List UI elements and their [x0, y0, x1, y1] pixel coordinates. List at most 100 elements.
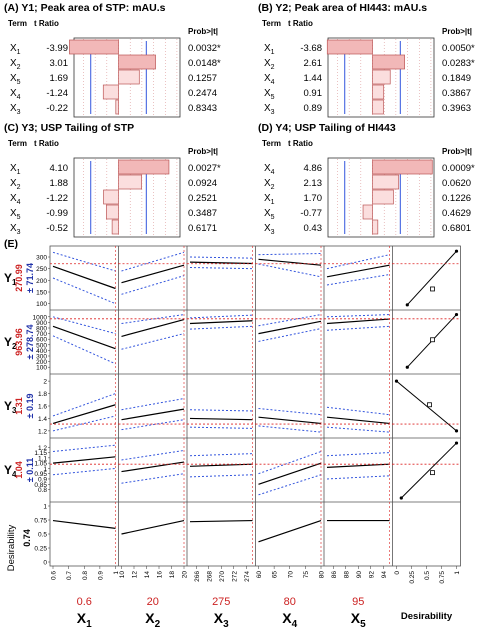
panel-b-col-term: Term [262, 19, 281, 28]
panel-c-bar-4 [111, 219, 119, 235]
y-tick-label: 200 [36, 359, 47, 366]
factor-setting-x1: 0.6 [77, 596, 92, 608]
prediction-trace [258, 519, 322, 543]
panel-b-bar-frame [327, 37, 435, 118]
y-tick-label: 600 [36, 337, 47, 344]
panel-b-tratio-3: 0.91 [304, 88, 323, 99]
desirability-function-line [396, 380, 457, 432]
panel-a-term-1: X2 [10, 58, 21, 71]
panel-b-prob-4: 0.3963 [442, 103, 471, 114]
panel-a-prob-3: 0.2474 [188, 88, 217, 99]
desirability-endpoint [454, 441, 459, 445]
y-tick-label: 1 [43, 466, 47, 473]
panel-e-title: (E) [4, 238, 18, 250]
response-label-desirability: Desirability [6, 525, 17, 572]
ci-upper-line [326, 406, 390, 416]
prediction-trace [189, 417, 253, 421]
panel-b-term-0: X1 [264, 43, 275, 56]
ci-upper-line [189, 314, 253, 319]
ci-lower-line [189, 426, 253, 429]
x-tick-label: 0.7 [66, 571, 73, 580]
prediction-trace [52, 404, 116, 424]
panel-c-col-prob: Prob>|t| [188, 147, 218, 156]
ci-upper-line [326, 452, 390, 457]
response-label-y2: Y2 [4, 335, 17, 351]
prediction-trace [52, 265, 116, 290]
panel-b-bar-1 [372, 54, 405, 70]
panel-b-prob-2: 0.1849 [442, 73, 471, 84]
x-tick-label: 0.8 [82, 571, 89, 580]
ci-lower-line [189, 267, 253, 270]
panel-c-term-3: X5 [10, 208, 21, 221]
desirability-marker [427, 402, 432, 408]
panel-a-bar-2 [118, 69, 140, 85]
ci-upper-line [52, 444, 116, 453]
panel-c-prob-1: 0.0924 [188, 178, 217, 189]
y-tick-label: 0.8 [38, 487, 47, 494]
prediction-trace [326, 264, 390, 278]
response-ci-y1: ± 71.74 [25, 263, 35, 293]
y-tick-label: 1000 [33, 314, 48, 321]
panel-a-bar-1 [118, 54, 156, 70]
panel-b-tratio-1: 2.61 [304, 58, 323, 69]
panel-c-prob-3: 0.3487 [188, 208, 217, 219]
panel-d-term-1: X2 [264, 178, 275, 191]
ci-lower-line [326, 475, 390, 480]
factor-label-x5: X5 [351, 610, 366, 630]
desirability-marker [430, 337, 435, 343]
panel-a-tratio-2: 1.69 [50, 73, 69, 84]
x-tick-label: 0 [394, 571, 401, 575]
y-tick-label: 250 [36, 266, 47, 273]
panel-d-bar-4 [372, 219, 379, 235]
prediction-trace [189, 320, 253, 325]
panel-d-bar-3 [362, 204, 373, 220]
ci-lower-line [326, 274, 390, 286]
y-tick-label: 1.6 [38, 404, 47, 411]
panel-c-bar-3 [105, 204, 119, 220]
panel-b-tratio-0: -3.68 [300, 43, 322, 54]
panel-d-title: (D) Y4; USP Tailing of HI443 [258, 122, 396, 134]
ci-upper-line [52, 393, 116, 417]
x-tick-label: 65 [272, 571, 279, 579]
panel-d-term-0: X4 [264, 163, 275, 176]
desirability-endpoint [454, 249, 459, 253]
x-tick-label: 16 [157, 571, 164, 579]
y-tick-label: 200 [36, 278, 47, 285]
panel-b-bar-2 [372, 69, 391, 85]
y-tick-label: 1 [43, 504, 47, 511]
panel-b-prob-0: 0.0050* [442, 43, 475, 54]
x-tick-label: 0.6 [51, 571, 58, 580]
ci-lower-line [258, 328, 322, 342]
desirability-endpoint [405, 365, 409, 369]
panel-b-title-text: Y2; Peak area of HI443: mAU.s [275, 2, 428, 14]
y-tick-label: 500 [36, 342, 47, 349]
response-value-y2: 963.96 [14, 328, 24, 356]
y-tick-label: 900 [36, 320, 47, 327]
panel-b-col-prob: Prob>|t| [442, 27, 472, 36]
desirability-endpoint [394, 379, 399, 383]
ci-lower-line [52, 335, 116, 365]
ci-lower-line [258, 425, 322, 433]
x-tick-label: 92 [368, 571, 375, 579]
panel-d-term-2: X1 [264, 193, 275, 206]
response-label-y4: Y4 [4, 463, 17, 479]
y-tick-label: 800 [36, 326, 47, 333]
desirability-axis-label: Desirability [401, 611, 453, 622]
panel-c-term-1: X2 [10, 178, 21, 191]
x-tick-label: 10 [119, 571, 126, 579]
panel-b-term-3: X5 [264, 88, 275, 101]
prediction-trace [258, 258, 322, 266]
panel-a-term-4: X3 [10, 103, 21, 116]
panel-d-tratio-3: -0.77 [300, 208, 322, 219]
prediction-trace [258, 462, 322, 485]
panel-d-term-4: X3 [264, 223, 275, 236]
x-tick-label: 12 [132, 571, 139, 579]
panel-c-tratio-0: 4.10 [50, 163, 69, 174]
response-ci-y2: ± 278.74 [25, 325, 35, 360]
panel-d-bar-frame [327, 157, 435, 238]
x-tick-label: 90 [356, 571, 363, 579]
y-tick-label: 0 [43, 560, 47, 567]
ci-lower-line [52, 277, 116, 305]
panel-a-term-3: X4 [10, 88, 21, 101]
prediction-trace [52, 519, 116, 529]
